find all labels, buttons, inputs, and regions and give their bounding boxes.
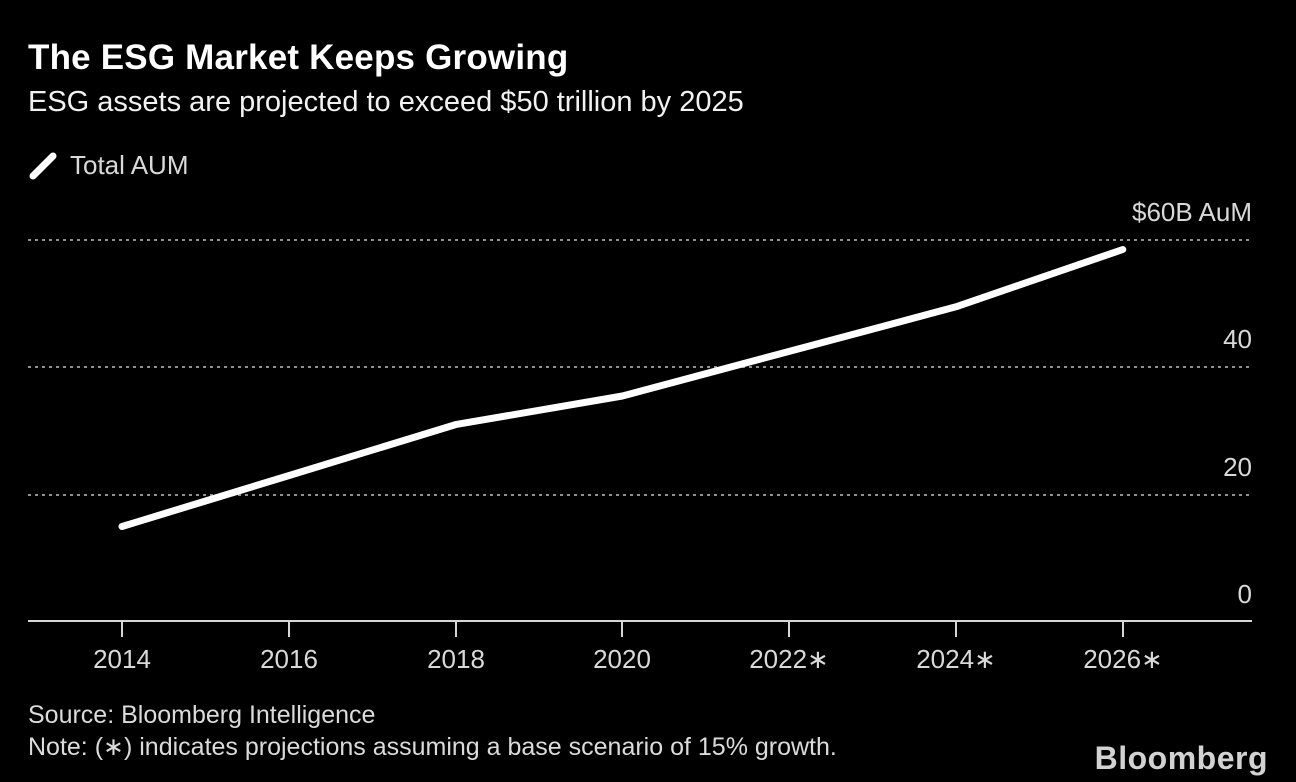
note-text: Note: (∗) indicates projections assuming… [28, 733, 837, 761]
x-axis-label-2020: 2020 [593, 644, 651, 674]
y-axis-label-0: 0 [1237, 579, 1252, 609]
x-axis-label-2026: 2026∗ [1083, 644, 1163, 674]
x-axis-label-2014: 2014 [93, 644, 151, 674]
y-axis-label-20: 20 [1223, 452, 1252, 482]
legend: Total AUM [28, 150, 189, 181]
line-series-legend-icon [29, 152, 57, 179]
total-aum-line-series [118, 246, 1127, 530]
chart-subtitle: ESG assets are projected to exceed $50 t… [28, 86, 744, 118]
legend-label: Total AUM [70, 150, 189, 180]
x-axis-label-2018: 2018 [427, 644, 485, 674]
x-axis-label-2016: 2016 [260, 644, 318, 674]
y-axis-label-40: 40 [1223, 324, 1252, 354]
x-axis-label-2024: 2024∗ [916, 644, 996, 674]
source-text: Source: Bloomberg Intelligence [28, 701, 376, 729]
bloomberg-logo: Bloomberg [1094, 740, 1268, 776]
x-axis-label-2022: 2022∗ [749, 644, 829, 674]
y-axis-label-60: $60B AuM [1132, 197, 1252, 227]
chart-title: The ESG Market Keeps Growing [28, 38, 569, 77]
